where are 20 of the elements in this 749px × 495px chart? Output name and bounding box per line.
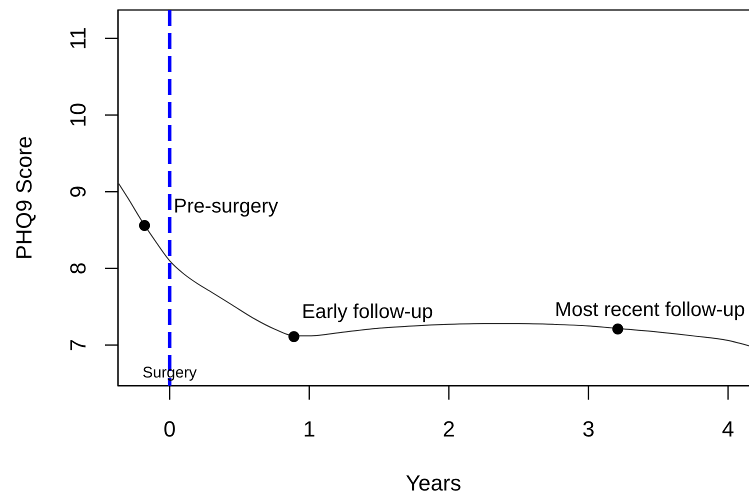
line-series: [117, 182, 749, 346]
annotation: Most recent follow-up: [554, 298, 745, 321]
y-tick-label: 10: [66, 102, 91, 128]
x-tick-label: 1: [303, 416, 316, 442]
y-tick-label: 7: [66, 338, 91, 352]
y-axis-title: PHQ9 Score: [12, 136, 37, 260]
x-tick-label: 4: [722, 416, 734, 442]
point: [139, 220, 150, 231]
x-tick-label: 3: [582, 416, 595, 442]
y-tick-label: 8: [66, 262, 91, 275]
ref-line-label: Surgery: [142, 364, 198, 382]
x-axis-title: Years: [406, 470, 462, 495]
point: [288, 331, 300, 342]
x-tick-label: 2: [442, 416, 455, 442]
annotation: Pre-surgery: [174, 195, 278, 218]
x-tick-label: 0: [164, 416, 176, 442]
annotation: Early follow-up: [302, 301, 434, 324]
point: [612, 323, 624, 334]
y-tick-label: 11: [66, 26, 91, 50]
y-tick-label: 9: [66, 186, 91, 198]
